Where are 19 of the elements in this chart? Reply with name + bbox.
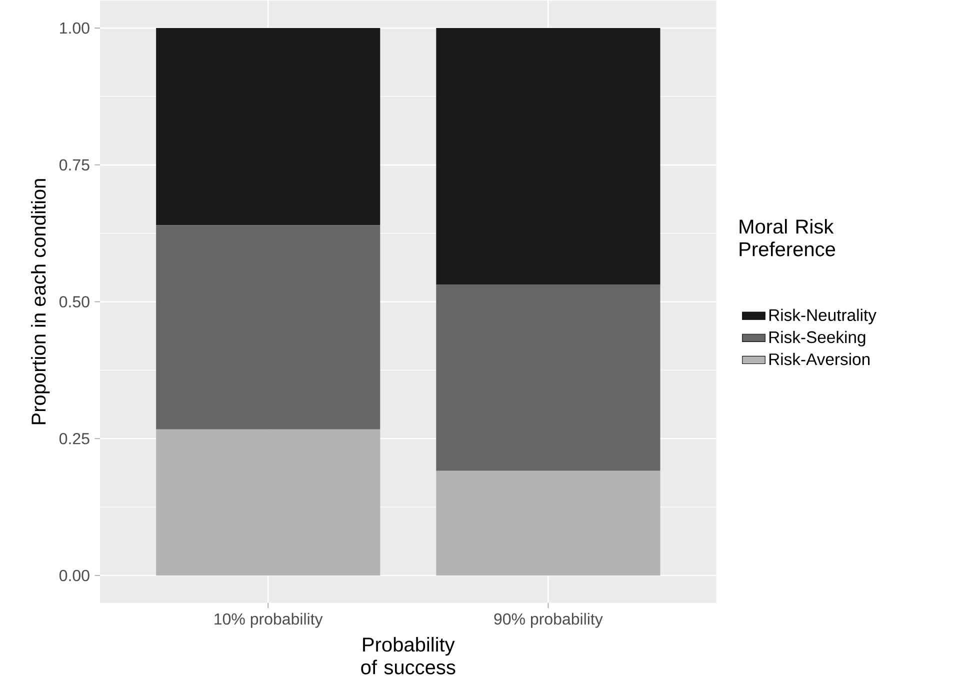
y-tick-label: 0.00 xyxy=(59,570,90,582)
y-axis-title: Proportion in each condition xyxy=(31,179,50,424)
bar xyxy=(436,470,660,576)
bar xyxy=(156,429,380,576)
legend-label: Risk-Seeking xyxy=(769,330,866,346)
legend-title: Moral Risk Preference xyxy=(740,219,836,256)
legend-label: Risk-Aversion xyxy=(769,352,870,366)
bar xyxy=(156,225,380,430)
x-tick-label: 90% probability xyxy=(494,612,603,628)
bar xyxy=(156,28,380,226)
x-axis-title: Probability of success xyxy=(361,637,456,674)
bar xyxy=(436,284,660,471)
x-tick-label: 10% probability xyxy=(214,612,323,628)
legend-label: Risk-Neutrality xyxy=(769,308,876,324)
y-tick-label: 0.75 xyxy=(59,159,90,171)
y-tick-label: 0.25 xyxy=(59,433,90,444)
y-tick-label: 0.50 xyxy=(59,296,90,308)
y-tick-label: 1.00 xyxy=(60,22,90,34)
bar xyxy=(436,28,660,285)
